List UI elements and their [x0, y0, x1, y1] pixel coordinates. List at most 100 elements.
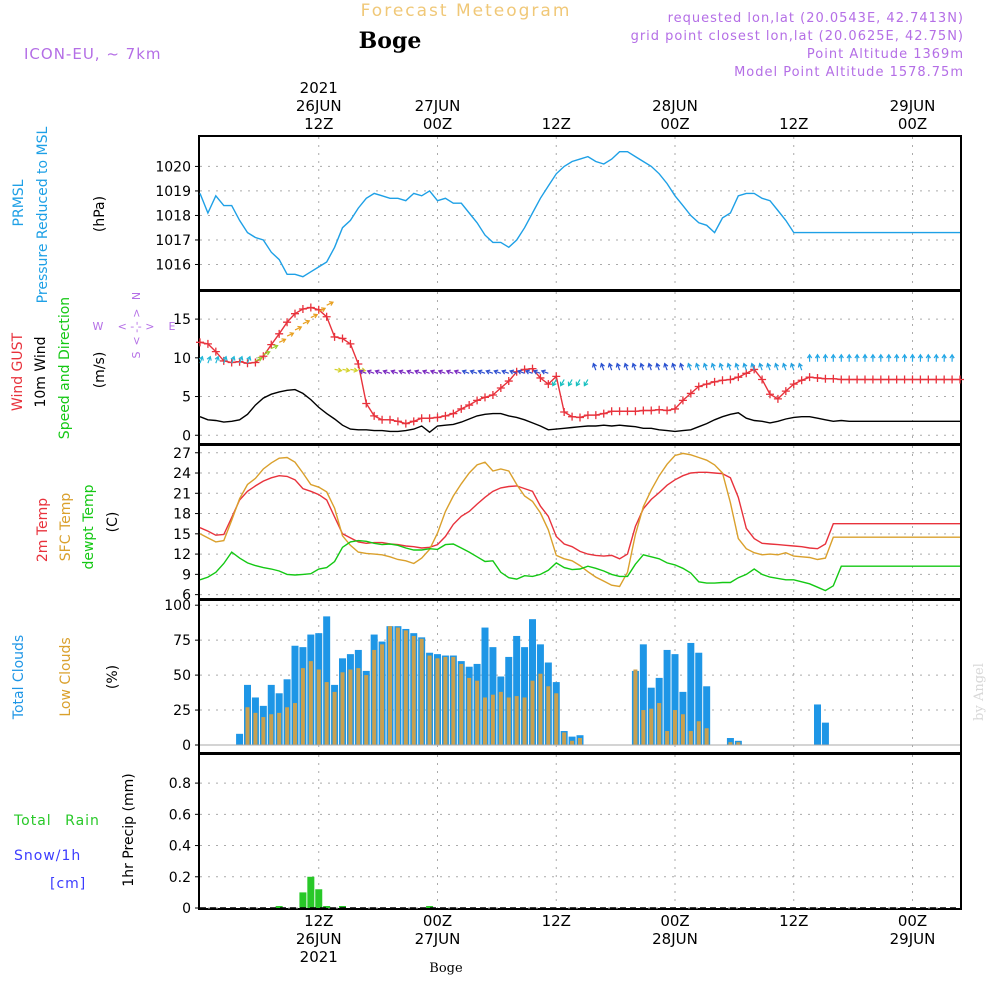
low-cloud-bar — [364, 675, 369, 746]
wind-arrow — [358, 369, 367, 375]
gust-marker — [568, 412, 577, 421]
ytick-label: 0.2 — [169, 870, 191, 886]
bottom-time-label: 27JUN — [415, 930, 461, 948]
series-10m-wind — [199, 388, 960, 434]
gust-marker — [702, 380, 711, 389]
wind-arrow — [271, 344, 279, 350]
footer-location: Boge — [429, 961, 463, 976]
wind-arrow — [552, 379, 557, 387]
gust-marker — [433, 413, 442, 422]
gust-marker — [346, 339, 355, 348]
wind-arrow — [382, 369, 391, 375]
wind-arrow — [222, 355, 228, 364]
wind-arrow — [679, 362, 685, 371]
rain-bar — [426, 906, 434, 908]
ytick-label: 12 — [173, 547, 191, 563]
gust-marker — [457, 404, 466, 413]
wind-arrow — [893, 353, 900, 362]
gust-marker — [251, 358, 260, 367]
low-cloud-bar — [277, 712, 282, 746]
gust-marker — [797, 376, 806, 385]
wind-arrow — [342, 367, 351, 373]
total-cloud-bar — [323, 616, 331, 746]
total-cloud-bar — [236, 733, 244, 746]
gust-marker — [639, 406, 648, 415]
gust-marker — [773, 394, 782, 403]
low-cloud-bar — [641, 710, 646, 746]
clouds-plot: 0 25 50 75 100 — [164, 598, 960, 754]
low-cloud-bar — [530, 680, 535, 746]
bottom-time-label: 00Z — [898, 912, 927, 930]
wind-arrow — [318, 307, 327, 313]
total-cloud-bar — [513, 635, 521, 746]
wind-arrow — [694, 362, 700, 371]
gust-marker — [481, 393, 489, 402]
rain-bar — [307, 876, 315, 908]
gust-marker — [734, 373, 743, 382]
bottom-time-label: 12Z — [542, 912, 571, 930]
wind-arrow — [631, 362, 637, 371]
wind-arrow — [702, 362, 708, 371]
gust-marker — [861, 375, 869, 384]
bottom-time-label: 00Z — [660, 912, 689, 930]
series-dewpt-temp — [199, 539, 960, 592]
wind-arrow — [414, 369, 422, 375]
gust-marker — [781, 387, 790, 396]
model-altitude: Model Point Altitude 1578.75m — [734, 65, 964, 80]
wind-unit: (m/s) — [92, 352, 108, 389]
wind-arrow — [485, 369, 494, 375]
low-cloud-bar — [728, 742, 733, 746]
ytick-label: 0.8 — [169, 776, 191, 792]
point-altitude: Point Altitude 1369m — [807, 47, 964, 62]
gust-marker — [576, 413, 584, 422]
total-cloud-bar — [521, 647, 529, 746]
rain-bar — [275, 906, 283, 908]
wind-arrow — [214, 355, 220, 364]
wind-arrow — [830, 353, 837, 362]
wind-arrow — [575, 379, 581, 387]
gust-marker — [322, 312, 331, 321]
precip-snow-unit: [cm] — [50, 876, 86, 892]
low-cloud-bar — [633, 669, 638, 746]
gust-marker — [868, 375, 877, 384]
low-cloud-bar — [427, 655, 432, 746]
low-cloud-bar — [649, 708, 654, 746]
low-cloud-bar — [348, 669, 353, 746]
gust-marker — [283, 318, 292, 327]
gust-marker — [948, 375, 957, 384]
total-cloud-bar — [703, 686, 711, 746]
series-2m-temp — [199, 471, 960, 560]
low-cloud-bar — [443, 656, 448, 746]
gust-marker — [742, 369, 751, 378]
low-cloud-bar — [506, 697, 511, 746]
wind-arrow — [429, 369, 438, 375]
gust-marker — [449, 409, 458, 418]
gust-marker — [623, 407, 632, 416]
gust-marker — [560, 408, 569, 417]
pressure-unit: (hPa) — [92, 196, 108, 232]
gust-marker — [196, 338, 204, 347]
gust-marker — [386, 415, 394, 424]
gust-marker — [805, 373, 814, 382]
gust-marker — [362, 399, 371, 408]
grid-point-coords: grid point closest lon,lat (20.0625E, 42… — [631, 29, 964, 44]
low-cloud-bar — [736, 742, 741, 746]
low-cloud-bar — [261, 717, 266, 746]
gust-marker — [932, 375, 941, 384]
gust-marker — [900, 375, 909, 384]
low-cloud-bar — [498, 691, 503, 746]
wind-arrow — [663, 362, 669, 371]
ytick-label: 15 — [173, 527, 191, 543]
wind-arrow — [461, 369, 470, 375]
low-cloud-bar — [388, 626, 392, 746]
wind-arrow — [623, 362, 629, 371]
ytick-label: 1016 — [155, 257, 191, 273]
wind-arrow — [263, 350, 271, 356]
total-cloud-bar — [726, 738, 734, 746]
wind-arrow — [862, 353, 868, 362]
low-cloud-bar — [340, 672, 345, 746]
wind-arrow — [886, 353, 892, 362]
wind-arrow — [941, 353, 947, 362]
gust-marker — [338, 334, 347, 343]
wind-arrow — [814, 353, 821, 362]
